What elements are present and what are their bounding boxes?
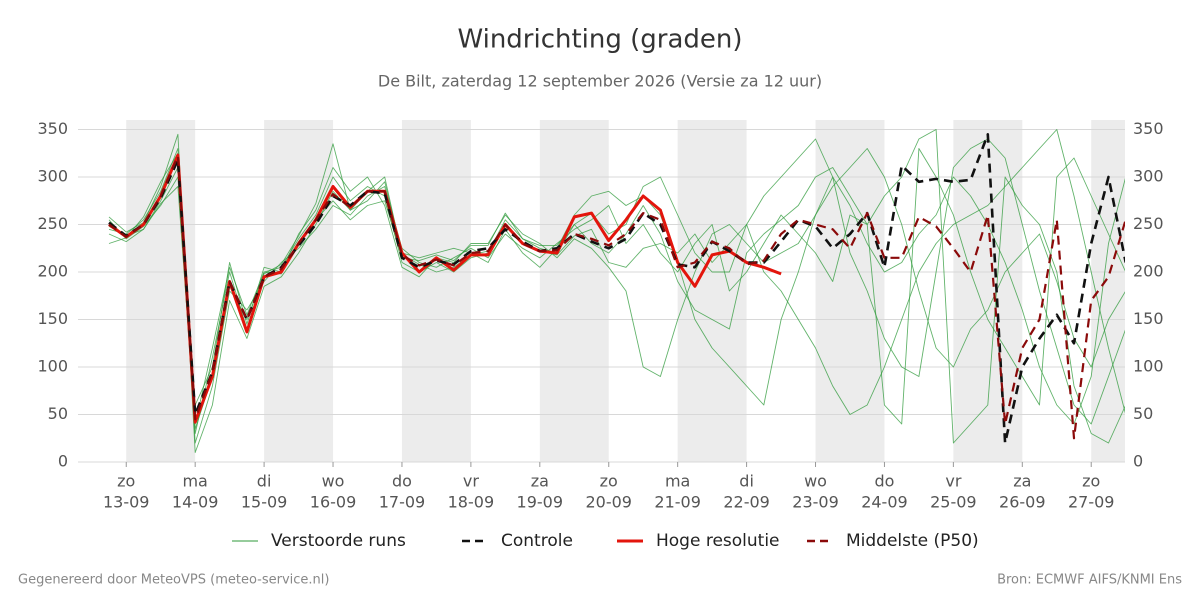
- x-tick-weekday: wo: [322, 472, 345, 491]
- ensemble-line: [108, 148, 1125, 434]
- x-tick-weekday: za: [1013, 472, 1031, 491]
- x-tick-label: 15-09: [241, 493, 288, 512]
- y-tick-label: 250: [37, 214, 68, 233]
- x-tick-label: 20-09: [585, 493, 632, 512]
- x-tick-label: 23-09: [792, 493, 839, 512]
- x-tick-label: 13-09: [103, 493, 150, 512]
- x-tick-weekday: ma: [182, 472, 207, 491]
- x-tick-weekday: zo: [117, 472, 135, 491]
- y-tick-label: 0: [58, 452, 68, 471]
- series-line: [108, 155, 1125, 440]
- ensemble-line: [108, 129, 1125, 430]
- y2-tick-label: 350: [1133, 119, 1164, 138]
- x-tick-label: 17-09: [379, 493, 426, 512]
- day-band: [264, 120, 334, 462]
- series-line: [108, 153, 782, 424]
- ensemble-line: [108, 133, 1125, 453]
- y2-tick-label: 200: [1133, 262, 1164, 281]
- x-tick-label: 22-09: [723, 493, 770, 512]
- x-tick-label: 27-09: [1068, 493, 1115, 512]
- y2-tick-label: 300: [1133, 167, 1164, 186]
- legend-label: Hoge resolutie: [656, 531, 780, 551]
- x-tick-weekday: zo: [600, 472, 618, 491]
- y-tick-label: 350: [37, 119, 68, 138]
- y-tick-label: 100: [37, 357, 68, 376]
- axis-labels: 0 0 50 50 100 100 150 150 200 200 250 250 300 300 350 3…: [37, 119, 1163, 512]
- x-tick-weekday: vr: [463, 472, 479, 491]
- y2-tick-label: 50: [1133, 404, 1153, 423]
- x-tick-weekday: do: [392, 472, 412, 491]
- day-band: [539, 120, 609, 462]
- x-tick-label: 21-09: [654, 493, 701, 512]
- x-tick-weekday: di: [257, 472, 272, 491]
- y2-tick-label: 100: [1133, 357, 1164, 376]
- x-tick-weekday: ma: [665, 472, 690, 491]
- x-tick-label: 19-09: [517, 493, 564, 512]
- x-tick-label: 18-09: [448, 493, 495, 512]
- x-tick-weekday: di: [739, 472, 754, 491]
- legend-label: Middelste (P50): [846, 531, 979, 551]
- legend: Verstoorde runs Controle Hoge resolutie Mid…: [232, 531, 979, 551]
- x-tick-weekday: wo: [804, 472, 827, 491]
- footer-left: Gegenereerd door MeteoVPS (meteo-service…: [18, 573, 329, 588]
- day-band: [401, 120, 471, 462]
- y-tick-label: 200: [37, 262, 68, 281]
- x-tick-weekday: za: [531, 472, 549, 491]
- x-tick-weekday: vr: [945, 472, 961, 491]
- legend-label: Verstoorde runs: [271, 531, 406, 551]
- chart-title: Windrichting (graden): [457, 25, 742, 55]
- ensemble-line: [108, 148, 1125, 406]
- footer-right: Bron: ECMWF AIFS/KNMI Ens: [997, 573, 1182, 588]
- y2-tick-label: 150: [1133, 309, 1164, 328]
- plot-lines: [108, 129, 1125, 453]
- x-tick-label: 16-09: [310, 493, 357, 512]
- x-tick-label: 24-09: [861, 493, 908, 512]
- day-band: [953, 120, 1023, 462]
- chart-subtitle: De Bilt, zaterdag 12 september 2026 (Ver…: [378, 72, 822, 91]
- day-band: [126, 120, 196, 462]
- x-tick-weekday: do: [874, 472, 894, 491]
- grid: [78, 129, 1125, 467]
- legend-label: Controle: [501, 531, 573, 551]
- x-tick-weekday: zo: [1082, 472, 1100, 491]
- y-tick-label: 150: [37, 309, 68, 328]
- y2-tick-label: 0: [1133, 452, 1143, 471]
- x-tick-label: 14-09: [172, 493, 219, 512]
- x-tick-label: 25-09: [930, 493, 977, 512]
- y-tick-label: 50: [48, 404, 68, 423]
- y-tick-label: 300: [37, 167, 68, 186]
- x-tick-label: 26-09: [999, 493, 1046, 512]
- y2-tick-label: 250: [1133, 214, 1164, 233]
